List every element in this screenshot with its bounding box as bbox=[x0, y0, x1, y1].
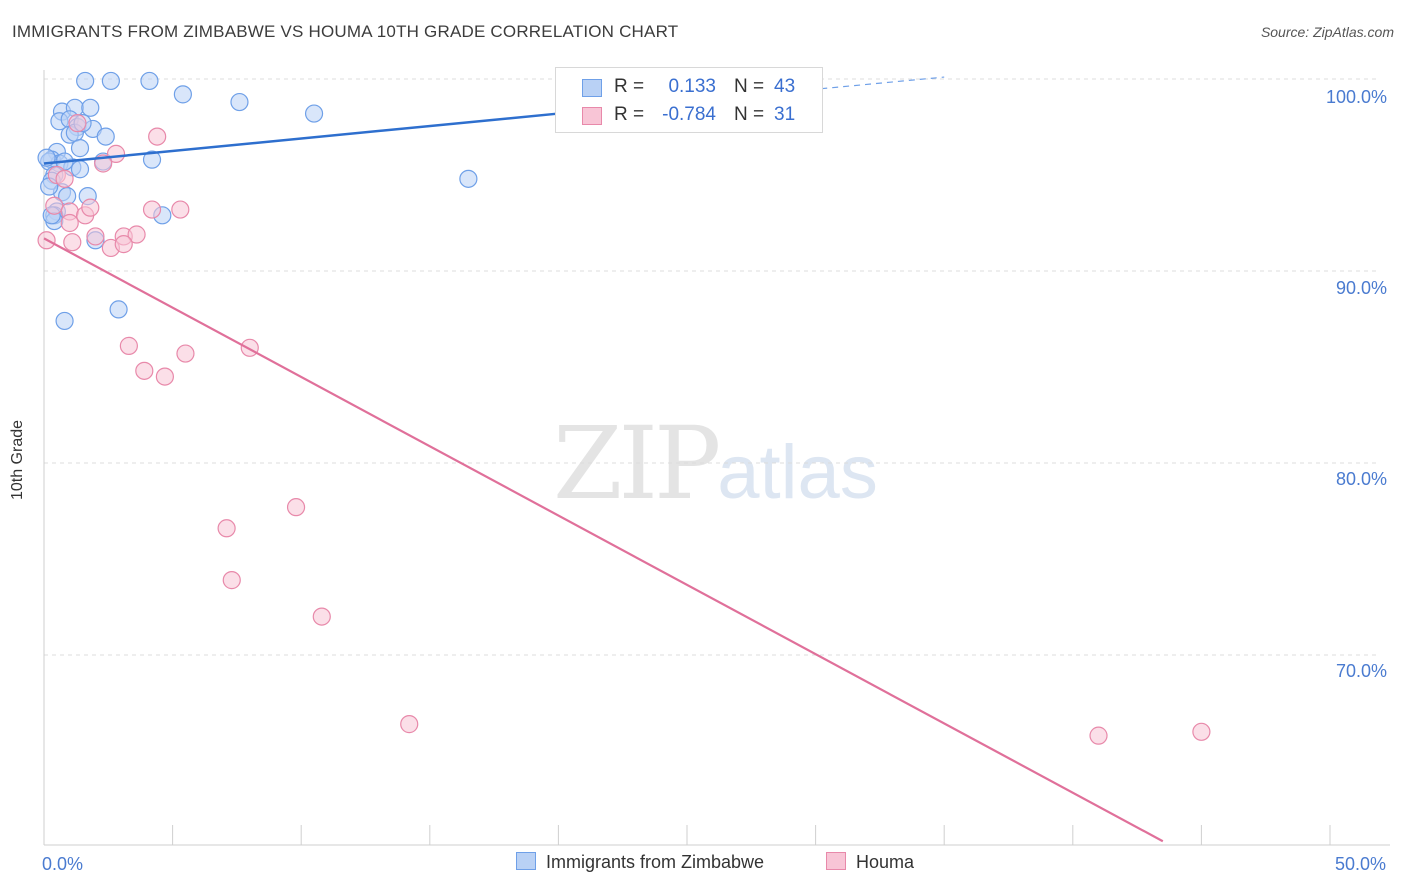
bottom-legend-label-zimbabwe: Immigrants from Zimbabwe bbox=[546, 852, 765, 872]
point-houma bbox=[400, 715, 419, 734]
trendline-zimbabwe-extension bbox=[558, 76, 945, 115]
point-houma bbox=[240, 338, 259, 357]
point-zimbabwe bbox=[459, 169, 478, 188]
point-houma bbox=[171, 200, 190, 219]
point-zimbabwe bbox=[140, 71, 159, 91]
point-houma bbox=[222, 571, 241, 590]
legend-r-label: R = bbox=[614, 104, 645, 125]
point-zimbabwe bbox=[96, 127, 115, 146]
legend-n-value: 31 bbox=[774, 104, 796, 125]
source-label: Source: ZipAtlas.com bbox=[1260, 24, 1394, 40]
point-zimbabwe bbox=[230, 92, 249, 112]
y-tick-100: 100.0% bbox=[1326, 87, 1388, 107]
correlation-legend: R = 0.133 N = 43 R = -0.784 N = 31 bbox=[555, 67, 823, 133]
point-houma bbox=[1089, 726, 1108, 745]
y-tick-80: 80.0% bbox=[1336, 469, 1388, 489]
bottom-legend-zimbabwe: Immigrants from Zimbabwe bbox=[516, 852, 764, 873]
point-houma bbox=[1192, 722, 1211, 741]
point-houma bbox=[142, 200, 162, 219]
point-houma bbox=[176, 344, 195, 363]
y-tick-70: 70.0% bbox=[1336, 661, 1388, 681]
bottom-legend-swatch-houma bbox=[826, 852, 846, 870]
point-houma bbox=[312, 607, 331, 626]
legend-n-label: N = bbox=[734, 76, 765, 97]
legend-swatch-zimbabwe bbox=[582, 79, 602, 97]
point-zimbabwe bbox=[76, 71, 95, 91]
legend-n-value: 43 bbox=[774, 76, 796, 97]
point-zimbabwe bbox=[109, 300, 128, 319]
point-houma bbox=[68, 114, 87, 133]
point-zimbabwe bbox=[101, 71, 120, 91]
point-zimbabwe bbox=[55, 311, 74, 331]
trendline-zimbabwe bbox=[43, 112, 559, 165]
bottom-legend-swatch-zimbabwe bbox=[516, 852, 536, 870]
legend-r-label: R = bbox=[614, 76, 645, 97]
point-zimbabwe bbox=[173, 85, 192, 104]
point-houma bbox=[60, 213, 79, 233]
point-houma bbox=[119, 336, 138, 355]
point-houma bbox=[217, 519, 236, 538]
point-zimbabwe bbox=[304, 104, 324, 123]
legend-n-label: N = bbox=[734, 104, 765, 125]
x-axis-min-label: 0.0% bbox=[42, 854, 84, 874]
point-zimbabwe bbox=[142, 150, 162, 169]
point-houma bbox=[127, 225, 146, 244]
point-houma bbox=[81, 198, 100, 217]
legend-row-zimbabwe: R = 0.133 N = 43 bbox=[556, 73, 822, 101]
legend-r-value: 0.133 bbox=[668, 76, 716, 97]
point-zimbabwe bbox=[70, 160, 90, 179]
legend-swatch-houma bbox=[582, 107, 602, 125]
point-houma bbox=[55, 169, 74, 188]
legend-row-houma: R = -0.784 N = 31 bbox=[556, 101, 822, 129]
watermark-atlas: atlas bbox=[717, 430, 878, 515]
point-houma bbox=[86, 227, 105, 246]
x-axis-max-label: 50.0% bbox=[1335, 854, 1387, 874]
point-houma bbox=[135, 361, 154, 380]
point-houma bbox=[286, 498, 306, 517]
point-houma bbox=[148, 127, 167, 146]
bottom-legend-label-houma: Houma bbox=[856, 852, 915, 872]
chart-title: IMMIGRANTS FROM ZIMBABWE VS HOUMA 10TH G… bbox=[12, 22, 679, 41]
point-houma bbox=[155, 367, 174, 386]
point-zimbabwe bbox=[70, 139, 90, 158]
point-houma bbox=[45, 196, 64, 215]
legend-r-value: -0.784 bbox=[662, 104, 716, 125]
point-houma bbox=[63, 233, 82, 252]
bottom-legend-houma: Houma bbox=[826, 852, 914, 873]
point-houma bbox=[114, 235, 133, 254]
point-zimbabwe bbox=[81, 98, 100, 117]
trendline-houma bbox=[43, 237, 1164, 843]
y-tick-90: 90.0% bbox=[1336, 278, 1388, 298]
